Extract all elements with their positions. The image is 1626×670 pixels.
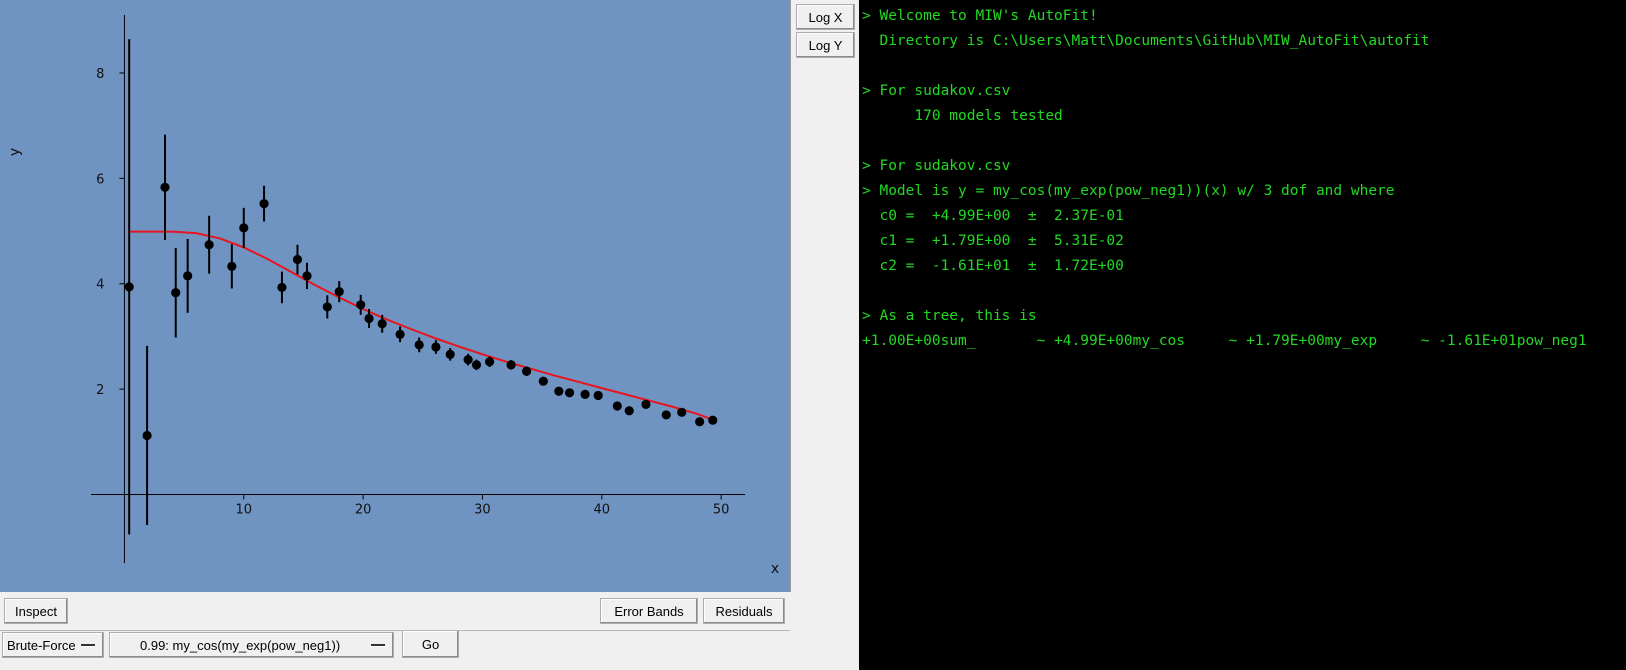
console-line: Directory is C:\Users\Matt\Documents\Git… (862, 33, 1430, 49)
data-point (624, 406, 634, 416)
data-point (522, 366, 532, 376)
data-point (364, 313, 374, 324)
data-point (259, 199, 269, 209)
console-output: > Welcome to MIW's AutoFit! Directory is… (859, 0, 1626, 670)
x-tick-label: 50 (713, 503, 730, 518)
data-point (593, 390, 603, 401)
data-point (124, 282, 134, 292)
x-tick-label: 20 (355, 503, 372, 518)
data-point (554, 386, 564, 396)
data-point (356, 300, 366, 310)
data-point (395, 329, 405, 339)
x-axis-label: x (771, 561, 779, 577)
x-tick-label: 30 (474, 503, 491, 518)
y-tick-label: 8 (96, 67, 104, 82)
data-point (431, 342, 441, 352)
data-point (142, 430, 152, 441)
data-point (538, 376, 548, 386)
mode-select[interactable]: Brute-Force (2, 632, 104, 658)
data-point (227, 261, 237, 271)
model-select[interactable]: 0.99: my_cos(my_exp(pow_neg1)) (109, 632, 394, 658)
data-point (171, 288, 181, 298)
console-line: > As a tree, this is (862, 308, 1037, 324)
data-point (708, 415, 718, 425)
log-y-button[interactable]: Log Y (796, 32, 855, 58)
fit-curve (129, 230, 714, 421)
data-point (277, 282, 287, 293)
data-point (414, 340, 424, 350)
data-point (580, 389, 590, 399)
console-line: > For sudakov.csv (862, 158, 1011, 174)
fit-curve-layer (129, 230, 714, 421)
console-line: c0 = +4.99E+00 ± 2.37E-01 (862, 208, 1124, 224)
console-line: c1 = +1.79E+00 ± 5.31E-02 (862, 233, 1124, 249)
console-line: c2 = -1.61E+01 ± 1.72E+00 (862, 258, 1124, 274)
data-point (183, 271, 193, 281)
plot-panel: 10 20 30 40 50 2 4 6 8 x y (0, 0, 791, 592)
data-point (334, 287, 344, 297)
data-point (160, 182, 170, 192)
console-line: +1.00E+00sum_ ~ +4.99E+00my_cos ~ +1.79E… (862, 333, 1587, 349)
data-point (677, 407, 687, 417)
console-text: > Welcome to MIW's AutoFit! Directory is… (859, 0, 1626, 354)
console-line: > For sudakov.csv (862, 83, 1011, 99)
data-point (302, 271, 312, 281)
inspect-button[interactable]: Inspect (4, 598, 68, 624)
console-line (862, 54, 1626, 79)
console-line: 170 models tested (862, 108, 1063, 124)
bottom-toolbar: Inspect Error Bands Residuals Brute-Forc… (0, 592, 790, 670)
y-tick-label: 2 (96, 383, 104, 398)
x-tick-label: 10 (235, 503, 252, 518)
go-button[interactable]: Go (402, 630, 459, 658)
data-point (322, 302, 332, 312)
data-point (239, 223, 249, 233)
residuals-button[interactable]: Residuals (703, 598, 785, 624)
data-point (471, 360, 482, 370)
error-bands-button[interactable]: Error Bands (600, 598, 698, 624)
console-line: > Model is y = my_cos(my_exp(pow_neg1))(… (862, 183, 1395, 199)
data-point (564, 388, 575, 398)
data-point (695, 417, 705, 427)
y-tick-label: 4 (96, 278, 104, 293)
console-line: > Welcome to MIW's AutoFit! (862, 8, 1098, 24)
data-point (292, 254, 303, 265)
data-point (204, 240, 214, 250)
console-line (862, 129, 1626, 154)
data-points-layer (124, 39, 718, 535)
dropdown-arrow-icon (79, 641, 97, 649)
y-tick-label: 6 (96, 172, 104, 187)
y-axis-label: y (7, 148, 23, 156)
dropdown-arrow-icon (369, 641, 387, 649)
data-point (612, 401, 622, 411)
side-toolbar: Log X Log Y (791, 0, 859, 670)
axes: 10 20 30 40 50 2 4 6 8 (91, 15, 745, 563)
data-point (463, 355, 473, 365)
divider (0, 630, 790, 631)
console-line (862, 279, 1626, 304)
log-x-button[interactable]: Log X (796, 4, 855, 30)
data-point (445, 349, 455, 359)
data-point (661, 410, 671, 420)
mode-select-value: Brute-Force (7, 637, 76, 653)
data-point (485, 357, 495, 367)
model-select-value: 0.99: my_cos(my_exp(pow_neg1)) (140, 637, 341, 653)
data-point (506, 360, 516, 370)
data-point (641, 399, 651, 409)
data-point (377, 319, 387, 329)
x-tick-label: 40 (594, 503, 611, 518)
scatter-plot: 10 20 30 40 50 2 4 6 8 x y (7, 15, 779, 577)
